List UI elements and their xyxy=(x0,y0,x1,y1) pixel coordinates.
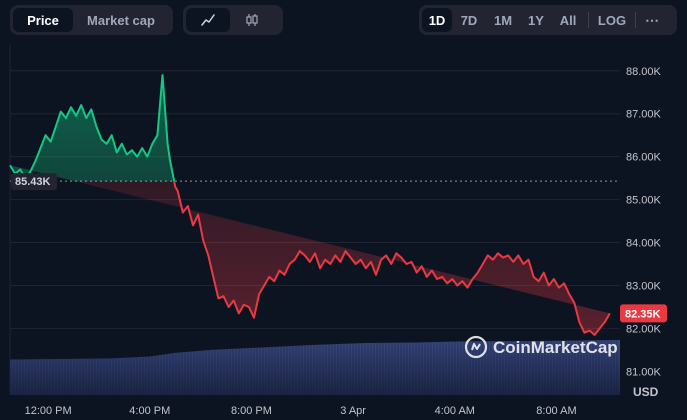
y-tick-label: 81.00K xyxy=(626,366,662,378)
tab-price[interactable]: Price xyxy=(13,8,73,32)
x-tick-label: 4:00 PM xyxy=(129,405,170,417)
candlestick-chart-icon xyxy=(246,14,258,26)
x-tick-label: 8:00 AM xyxy=(536,405,576,417)
tab-market-cap[interactable]: Market cap xyxy=(87,12,155,28)
range-tab-1m[interactable]: 1M xyxy=(493,12,513,28)
y-tick-label: 88.00K xyxy=(626,66,662,78)
coinmarketcap-logo-icon xyxy=(464,335,488,359)
range-tab-group: 1D 7D 1M 1Y All LOG ⋯ xyxy=(419,5,677,35)
more-options-button[interactable]: ⋯ xyxy=(645,11,659,28)
metric-tab-group: Price Market cap xyxy=(10,5,173,35)
y-tick-label: 82.00K xyxy=(626,323,662,335)
x-tick-label: 3 Apr xyxy=(340,405,366,417)
range-tab-1y[interactable]: 1Y xyxy=(528,12,544,28)
toolbar-divider xyxy=(635,12,636,28)
current-price-badge: 82.35K xyxy=(620,304,667,323)
x-axis: 12:00 PM 4:00 PM 8:00 PM 3 Apr 4:00 AM 8:00 A… xyxy=(25,405,577,417)
y-tick-label: 86.00K xyxy=(626,152,662,164)
toolbar-divider xyxy=(588,12,589,28)
price-line xyxy=(9,74,611,336)
y-tick-label: 83.00K xyxy=(626,280,662,292)
range-tab-1d[interactable]: 1D xyxy=(422,8,452,32)
y-axis: 81.00K 82.00K 83.00K 84.00K 85.00K 86.00K 87.0… xyxy=(626,66,662,379)
log-scale-button[interactable]: LOG xyxy=(597,12,627,28)
x-tick-label: 12:00 PM xyxy=(25,405,72,417)
x-tick-label: 4:00 AM xyxy=(435,405,475,417)
gain-area xyxy=(10,75,175,182)
chart-style-group xyxy=(183,5,283,35)
watermark-text: CoinMarketCap xyxy=(493,338,618,357)
price-line-up xyxy=(9,74,176,182)
line-chart-icon xyxy=(201,14,215,26)
y-tick-label: 85.00K xyxy=(626,195,662,207)
y-tick-label: 87.00K xyxy=(626,109,662,121)
line-chart-button[interactable] xyxy=(186,8,230,32)
currency-label: USD xyxy=(633,385,659,399)
current-price-label: 82.35K xyxy=(625,308,661,320)
open-price-label: 85.43K xyxy=(15,176,51,188)
coinmarketcap-watermark: CoinMarketCap xyxy=(464,335,618,359)
candlestick-chart-button[interactable] xyxy=(230,8,274,32)
range-tab-7d[interactable]: 7D xyxy=(460,12,478,28)
price-line-down xyxy=(173,181,611,336)
open-price-badge: 85.43K xyxy=(11,173,57,191)
x-tick-label: 8:00 PM xyxy=(231,405,272,417)
y-tick-label: 84.00K xyxy=(626,238,662,250)
range-tab-all[interactable]: All xyxy=(559,12,577,28)
